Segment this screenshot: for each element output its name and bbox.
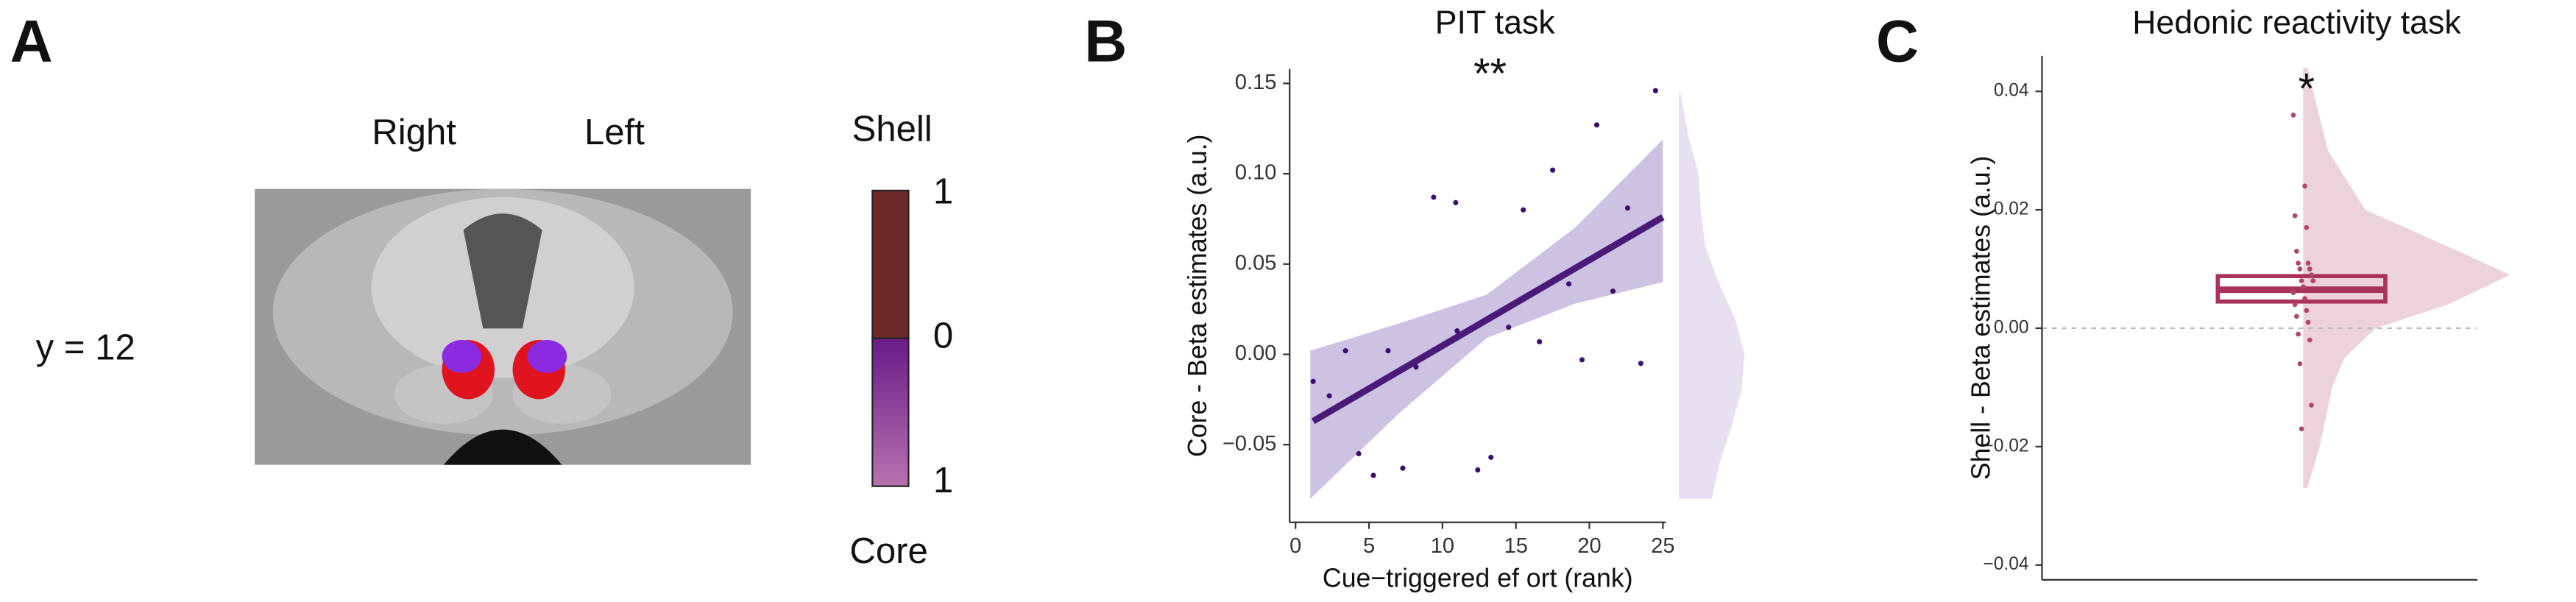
- y-tick-label: 0.05: [1235, 251, 1276, 275]
- density: [2303, 67, 2510, 489]
- point: [2299, 278, 2304, 283]
- point: [1431, 194, 1437, 200]
- point: [2304, 308, 2310, 314]
- point: [2305, 319, 2311, 325]
- y-tick-label: 0.02: [1994, 199, 2029, 219]
- y-tick-label: −0.02: [1983, 436, 2028, 456]
- point: [2309, 403, 2314, 408]
- point: [2290, 112, 2296, 118]
- y-axis-label: Shell - Beta estimates (a.u.): [1967, 156, 1996, 481]
- colorbar-title: Shell: [852, 110, 933, 149]
- point: [2299, 426, 2304, 432]
- x-tick-label: 25: [1651, 534, 1674, 558]
- point: [1550, 167, 1556, 173]
- significance: **: [1473, 50, 1507, 98]
- point: [2296, 261, 2301, 266]
- point: [2297, 361, 2303, 366]
- y-tick-label: −0.04: [1983, 554, 2028, 574]
- point: [1488, 454, 1494, 460]
- chart-title: PIT task: [1435, 4, 1556, 40]
- point: [1310, 378, 1316, 384]
- significance: *: [2299, 65, 2315, 113]
- hemisphere-label: Left: [584, 113, 645, 152]
- point: [1385, 348, 1391, 354]
- point: [1506, 325, 1512, 330]
- point: [1610, 288, 1616, 294]
- y-tick-label: 0.04: [1994, 81, 2029, 101]
- point: [2307, 266, 2313, 272]
- point: [1370, 472, 1376, 478]
- point: [2304, 224, 2310, 230]
- chart-title: Hedonic reactivity task: [2132, 4, 2461, 40]
- brain-image: [255, 188, 751, 465]
- density: [1679, 92, 1745, 499]
- x-axis-label: Cue−triggered ef ort (rank): [1323, 563, 1633, 592]
- point: [1454, 328, 1460, 334]
- point: [2302, 183, 2307, 189]
- point: [2305, 261, 2311, 266]
- x-tick-label: 20: [1577, 534, 1601, 558]
- point: [1638, 361, 1643, 366]
- y-tick-label: −0.05: [1222, 432, 1276, 456]
- point: [1400, 465, 1406, 471]
- y-tick-label: 0.00: [1994, 317, 2029, 337]
- slice-label: y = 12: [36, 327, 135, 367]
- point: [1566, 281, 1572, 287]
- panel-letter: B: [1084, 9, 1127, 75]
- point: [1593, 122, 1600, 128]
- point: [1475, 467, 1481, 473]
- colorbar-tick: 1: [933, 171, 953, 211]
- point: [2300, 284, 2306, 289]
- point: [2292, 302, 2298, 308]
- colorbar-title: Core: [849, 531, 927, 571]
- point: [1342, 348, 1348, 354]
- x-tick-label: 15: [1504, 534, 1528, 558]
- y-tick-label: 0.15: [1235, 71, 1276, 94]
- point: [2294, 249, 2299, 254]
- x-tick-label: 5: [1363, 534, 1375, 558]
- point: [1579, 357, 1585, 363]
- point: [2307, 337, 2313, 343]
- point: [2296, 331, 2301, 337]
- y-tick-label: 0.00: [1235, 341, 1276, 365]
- point: [1652, 88, 1658, 93]
- colorbar-tick: 0: [933, 316, 953, 356]
- point: [2309, 272, 2314, 277]
- point: [2292, 213, 2298, 219]
- point: [1413, 364, 1419, 370]
- panel-letter: C: [1876, 9, 1919, 75]
- point: [1537, 339, 1543, 344]
- x-tick-label: 10: [1431, 534, 1454, 558]
- point: [2290, 290, 2296, 296]
- point: [1356, 450, 1362, 457]
- colorbar-shell: [871, 189, 910, 339]
- y-axis-label: Core - Beta estimates (a.u.): [1183, 134, 1212, 457]
- point: [1326, 393, 1332, 399]
- point: [2297, 266, 2303, 272]
- point: [1521, 207, 1526, 213]
- colorbar-core: [871, 337, 910, 487]
- point: [1624, 205, 1631, 211]
- x-tick-label: 0: [1289, 534, 1301, 558]
- point: [1453, 199, 1459, 205]
- y-tick-label: 0.10: [1235, 161, 1276, 185]
- point: [2302, 296, 2307, 302]
- point: [2294, 314, 2299, 319]
- point: [2310, 278, 2316, 283]
- hemisphere-label: Right: [372, 113, 456, 152]
- colorbar-tick: 1: [933, 461, 953, 500]
- regression-line: [1311, 214, 1665, 425]
- panel-letter: A: [10, 9, 53, 75]
